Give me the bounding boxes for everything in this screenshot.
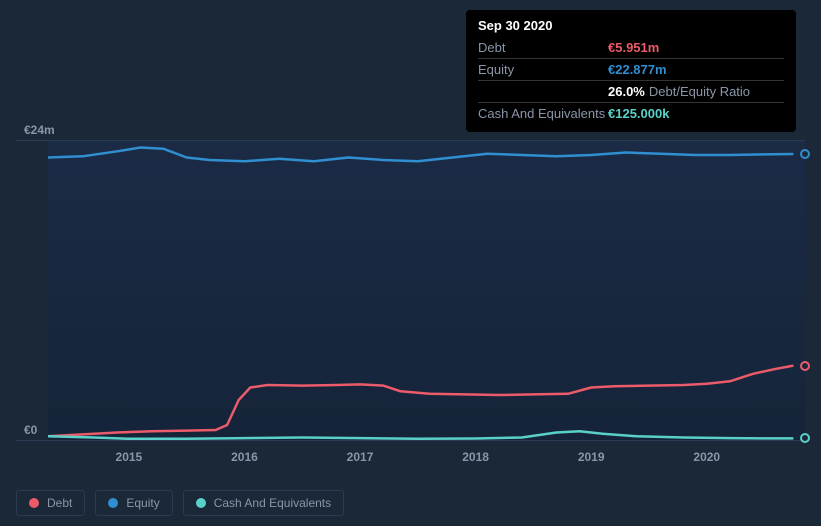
x-axis-label: 2018 bbox=[462, 450, 489, 464]
tooltip-row: Equity€22.877m bbox=[478, 58, 784, 80]
chart-legend: Debt Equity Cash And Equivalents bbox=[16, 490, 344, 516]
debt-end-marker bbox=[800, 361, 810, 371]
x-axis-label: 2016 bbox=[231, 450, 258, 464]
legend-item-debt[interactable]: Debt bbox=[16, 490, 85, 516]
debt-swatch-icon bbox=[29, 498, 39, 508]
legend-label: Debt bbox=[47, 496, 72, 510]
legend-label: Equity bbox=[126, 496, 159, 510]
tooltip-row-value: €22.877m bbox=[608, 62, 667, 77]
equity-swatch-icon bbox=[108, 498, 118, 508]
y-axis-label: €24m bbox=[24, 123, 55, 137]
legend-label: Cash And Equivalents bbox=[214, 496, 331, 510]
debt-equity-chart: Sep 30 2020 Debt€5.951mEquity€22.877m26.… bbox=[0, 0, 821, 526]
gridline bbox=[16, 440, 805, 441]
plot-area[interactable] bbox=[48, 140, 805, 440]
y-axis-label: €0 bbox=[24, 423, 37, 437]
tooltip-row-label bbox=[478, 84, 608, 99]
gridline bbox=[16, 140, 805, 141]
tooltip-row-label: Debt bbox=[478, 40, 608, 55]
legend-item-equity[interactable]: Equity bbox=[95, 490, 172, 516]
tooltip-row-value: €5.951m bbox=[608, 40, 659, 55]
x-axis-label: 2019 bbox=[578, 450, 605, 464]
tooltip-rows: Debt€5.951mEquity€22.877m26.0%Debt/Equit… bbox=[478, 37, 784, 124]
tooltip-row: 26.0%Debt/Equity Ratio bbox=[478, 80, 784, 102]
chart-tooltip: Sep 30 2020 Debt€5.951mEquity€22.877m26.… bbox=[466, 10, 796, 132]
cash-swatch-icon bbox=[196, 498, 206, 508]
tooltip-date: Sep 30 2020 bbox=[478, 18, 784, 33]
equity-end-marker bbox=[800, 149, 810, 159]
tooltip-row-label: Cash And Equivalents bbox=[478, 106, 608, 121]
tooltip-row-label: Equity bbox=[478, 62, 608, 77]
tooltip-row-value: €125.000k bbox=[608, 106, 669, 121]
legend-item-cash[interactable]: Cash And Equivalents bbox=[183, 490, 344, 516]
tooltip-row: Cash And Equivalents€125.000k bbox=[478, 102, 784, 124]
cash-end-marker bbox=[800, 433, 810, 443]
tooltip-row: Debt€5.951m bbox=[478, 37, 784, 58]
tooltip-row-value: 26.0%Debt/Equity Ratio bbox=[608, 84, 750, 99]
x-axis-label: 2020 bbox=[693, 450, 720, 464]
x-axis-label: 2017 bbox=[347, 450, 374, 464]
x-axis-label: 2015 bbox=[116, 450, 143, 464]
tooltip-row-suffix: Debt/Equity Ratio bbox=[649, 84, 750, 99]
